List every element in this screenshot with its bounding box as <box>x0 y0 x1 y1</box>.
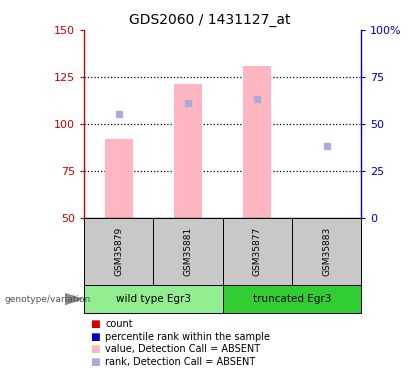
Text: rank, Detection Call = ABSENT: rank, Detection Call = ABSENT <box>105 357 255 366</box>
Text: value, Detection Call = ABSENT: value, Detection Call = ABSENT <box>105 344 260 354</box>
Point <box>185 100 192 106</box>
Text: GSM35881: GSM35881 <box>184 226 192 276</box>
Text: truncated Egr3: truncated Egr3 <box>253 294 331 304</box>
Bar <box>84 285 223 313</box>
Text: GSM35883: GSM35883 <box>322 226 331 276</box>
Bar <box>84 217 153 285</box>
Text: ■: ■ <box>90 357 100 366</box>
Bar <box>153 217 223 285</box>
Polygon shape <box>65 294 82 304</box>
Bar <box>292 217 361 285</box>
Text: ■: ■ <box>90 344 100 354</box>
Point <box>323 143 330 149</box>
Text: ■: ■ <box>90 320 100 329</box>
Bar <box>223 217 292 285</box>
Bar <box>243 66 271 218</box>
Text: wild type Egr3: wild type Egr3 <box>116 294 191 304</box>
Point <box>115 111 122 117</box>
Text: GSM35877: GSM35877 <box>253 226 262 276</box>
Text: GDS2060 / 1431127_at: GDS2060 / 1431127_at <box>129 13 291 27</box>
Bar <box>174 84 202 218</box>
Bar <box>105 139 133 218</box>
Text: ■: ■ <box>90 332 100 342</box>
Text: count: count <box>105 320 133 329</box>
Point <box>254 96 260 102</box>
Text: GSM35879: GSM35879 <box>114 226 123 276</box>
Bar <box>223 285 361 313</box>
Text: genotype/variation: genotype/variation <box>4 295 90 304</box>
Text: percentile rank within the sample: percentile rank within the sample <box>105 332 270 342</box>
